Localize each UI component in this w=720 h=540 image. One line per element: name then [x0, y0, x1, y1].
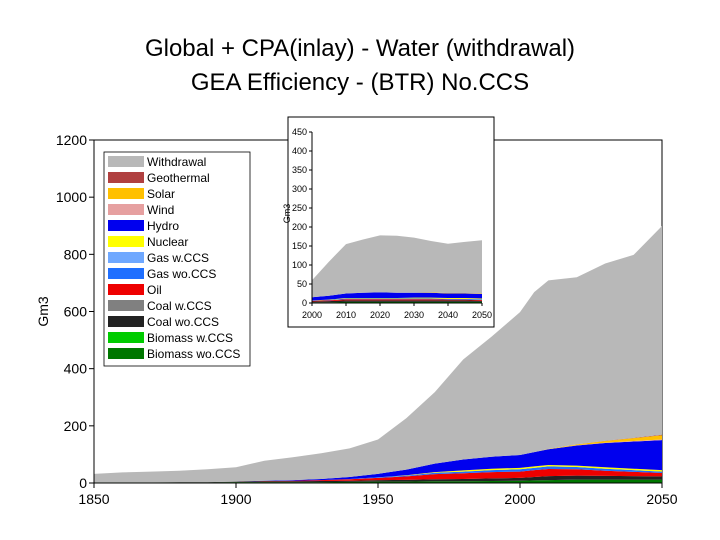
legend-swatch-geothermal [108, 172, 144, 183]
legend-swatch-nuclear [108, 236, 144, 247]
legend-swatch-coal-w-ccs [108, 300, 144, 311]
main-x-tick-label: 2050 [646, 491, 677, 507]
inset-y-axis-label: Gm3 [282, 204, 292, 224]
inset-y-tick-label: 50 [297, 279, 307, 289]
main-area-coal-wo-ccs [94, 475, 662, 483]
inset-x-tick-label: 2030 [404, 310, 424, 320]
main-y-tick-label: 600 [64, 304, 88, 320]
inset-y-tick-label: 100 [292, 260, 307, 270]
main-area-oil [94, 468, 662, 483]
legend-swatch-coal-wo-ccs [108, 316, 144, 327]
legend-swatch-wind [108, 204, 144, 215]
inset-y-tick-label: 350 [292, 165, 307, 175]
inset-y-tick-label: 400 [292, 146, 307, 156]
main-x-tick-label: 1950 [362, 491, 393, 507]
legend-swatch-hydro [108, 220, 144, 231]
legend-label-nuclear: Nuclear [147, 235, 188, 249]
inset-y-tick-label: 300 [292, 184, 307, 194]
main-x-tick-label: 2000 [504, 491, 535, 507]
legend-label-oil: Oil [147, 283, 162, 297]
inset-y-tick-label: 450 [292, 127, 307, 137]
inset-x-tick-label: 2050 [472, 310, 492, 320]
main-area-gas-wo-ccs [94, 466, 662, 483]
main-y-tick-label: 1000 [56, 189, 87, 205]
inset-y-tick-label: 200 [292, 222, 307, 232]
legend-label-coal-wo-ccs: Coal wo.CCS [147, 315, 219, 329]
main-y-axis-label: Gm3 [35, 296, 51, 327]
legend-label-withdrawal: Withdrawal [147, 155, 206, 169]
inset-y-tick-label: 0 [302, 298, 307, 308]
main-area-biomass-wo-ccs [94, 479, 662, 483]
legend-label-hydro: Hydro [147, 219, 179, 233]
inset-area-oil [312, 299, 482, 302]
legend-label-biomass-w-ccs: Biomass w.CCS [147, 331, 233, 345]
legend-label-biomass-wo-ccs: Biomass wo.CCS [147, 347, 240, 361]
inset-area-withdrawal [312, 235, 482, 298]
legend-label-gas-w-ccs: Gas w.CCS [147, 251, 209, 265]
legend-box [103, 151, 251, 367]
inset-x-tick-label: 2010 [336, 310, 356, 320]
chart-title-line-2: GEA Efficiency - (BTR) No.CCS [190, 69, 530, 96]
main-y-tick-label: 1200 [56, 132, 87, 148]
main-area-hydro [94, 440, 662, 483]
legend-label-coal-w-ccs: Coal w.CCS [147, 299, 212, 313]
inset-x-tick-label: 2000 [302, 310, 322, 320]
main-y-tick-label: 0 [79, 475, 87, 491]
legend-swatch-withdrawal [108, 156, 144, 167]
legend-swatch-gas-w-ccs [108, 252, 144, 263]
legend-swatch-oil [108, 284, 144, 295]
main-y-tick-label: 200 [64, 418, 88, 434]
inset-y-tick-label: 250 [292, 203, 307, 213]
legend-label-solar: Solar [147, 187, 175, 201]
inset-x-tick-label: 2040 [438, 310, 458, 320]
legend-swatch-solar [108, 188, 144, 199]
inset-area-coal-wo-ccs [312, 300, 482, 303]
main-x-tick-label: 1850 [78, 491, 109, 507]
main-x-tick-label: 1900 [220, 491, 251, 507]
inset-area-nuclear [312, 297, 482, 301]
legend-label-gas-wo-ccs: Gas wo.CCS [147, 267, 216, 281]
legend-swatch-biomass-w-ccs [108, 332, 144, 343]
inset-area-hydro [312, 292, 482, 301]
main-y-tick-label: 400 [64, 361, 88, 377]
inset-area-gas-wo-ccs [312, 298, 482, 301]
inset-x-tick-label: 2020 [370, 310, 390, 320]
main-y-tick-label: 800 [64, 246, 88, 262]
chart-title-line-1: Global + CPA(inlay) - Water (withdrawal) [144, 35, 576, 62]
main-area-withdrawal [94, 226, 662, 483]
inset-y-tick-label: 150 [292, 241, 307, 251]
legend-label-wind: Wind [147, 203, 174, 217]
legend-label-geothermal: Geothermal [147, 171, 210, 185]
legend-swatch-biomass-wo-ccs [108, 348, 144, 359]
legend-swatch-gas-wo-ccs [108, 268, 144, 279]
